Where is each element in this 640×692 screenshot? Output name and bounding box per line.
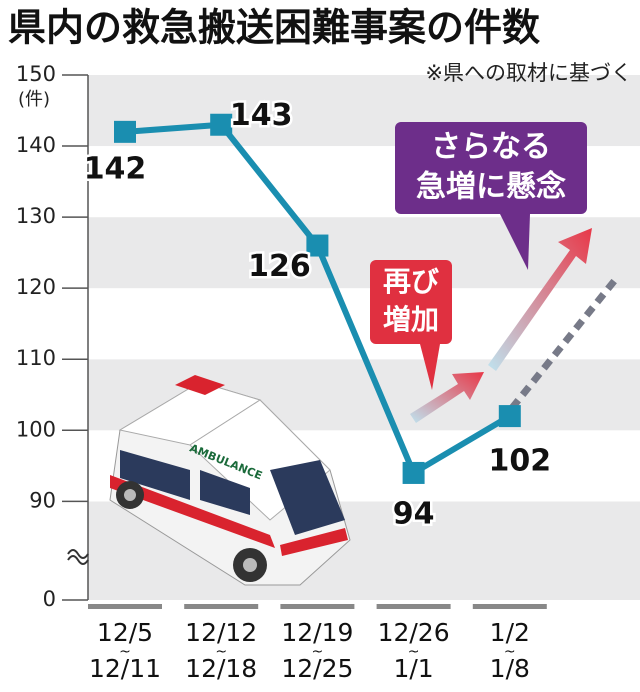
y-axis-label: (件) (18, 89, 50, 110)
data-label: 126 (248, 249, 311, 284)
chart-subtitle: ※県への取材に基づく (425, 61, 632, 85)
data-label: 102 (488, 444, 551, 479)
plot: 09010011012013014015012/5~12/1112/12~12/… (16, 62, 554, 683)
data-label: 142 (84, 151, 147, 186)
x-tick-label: 1/8 (490, 654, 530, 683)
annotation: 再び (383, 265, 439, 298)
y-tick-label: 130 (16, 204, 56, 228)
x-tick-label: 12/19 (281, 618, 353, 647)
category-bar (280, 604, 355, 609)
y-tick-label: 0 (43, 587, 56, 611)
x-tick-label: ~ (504, 644, 516, 660)
marker (306, 234, 329, 257)
marker (498, 405, 521, 428)
y-tick-label: 110 (16, 346, 56, 370)
y-tick-label: 100 (16, 417, 56, 441)
x-tick-label: ~ (215, 644, 227, 660)
data-label: 143 (230, 98, 293, 133)
x-tick-label: 12/5 (97, 618, 153, 647)
x-tick-label: 1/2 (490, 618, 530, 647)
marker (402, 461, 425, 484)
plot-band (88, 288, 640, 360)
category-bar (184, 604, 259, 609)
category-bar (472, 604, 547, 609)
x-tick-label: ~ (408, 644, 420, 660)
x-tick-label: ~ (312, 644, 324, 660)
annotation-box (395, 122, 587, 270)
annotation: 増加 (383, 303, 439, 336)
annotation-box (370, 260, 452, 390)
x-tick-label: 1/1 (393, 654, 433, 683)
projection-line (509, 277, 618, 411)
y-tick-label: 90 (29, 488, 56, 512)
y-tick-label: 120 (16, 275, 56, 299)
category-bar (88, 604, 162, 609)
plot-band (88, 217, 640, 289)
x-tick-label: 12/11 (89, 654, 161, 683)
marker (210, 113, 233, 136)
annotation: さらなる (431, 130, 551, 165)
x-tick-label: ~ (119, 644, 131, 660)
chart-title: 県内の救急搬送困難事案の件数 (8, 6, 540, 50)
ambulance-illustration: AMBULANCE (109, 375, 351, 586)
x-tick-label: 12/18 (185, 654, 257, 683)
data-label: 94 (393, 496, 435, 531)
marker (114, 120, 136, 143)
x-tick-label: 12/12 (185, 618, 257, 647)
y-tick-label: 140 (16, 133, 56, 157)
increase-arrow (410, 228, 592, 423)
y-tick-label: 150 (16, 62, 56, 86)
x-tick-label: 12/25 (281, 654, 353, 683)
category-bar (376, 604, 451, 609)
annotation: 急増に懸念 (416, 170, 566, 205)
x-tick-label: 12/26 (378, 618, 450, 647)
axis-break (67, 549, 89, 565)
